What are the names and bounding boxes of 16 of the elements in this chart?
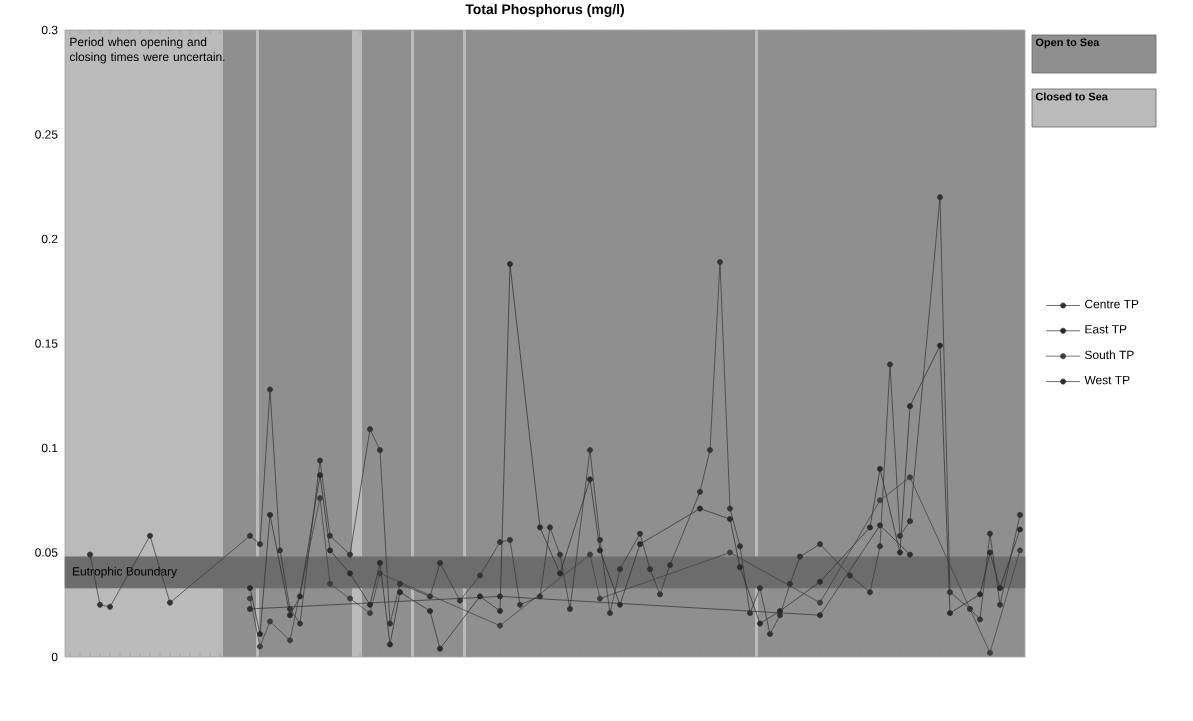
y-tick-label: 0.05 — [35, 548, 58, 557]
text: Closed to Sea — [1035, 92, 1108, 101]
legend-label: East TP — [1085, 325, 1127, 334]
band-label: Eutrophic Boundary — [73, 566, 178, 578]
y-tick-label: 0.15 — [35, 339, 58, 348]
y-tick-label: 0 — [51, 652, 58, 662]
annotation: Period when opening and closing times were uncertain. — [69, 37, 225, 64]
legend-label: Centre TP — [1085, 299, 1139, 309]
legend-label: West TP — [1084, 375, 1130, 385]
chart-title: Total Phosphorus (mg/l) — [465, 3, 624, 18]
y-tick-label: 0.2 — [41, 234, 58, 244]
legend-label: South TP — [1085, 350, 1134, 360]
y-tick-label: 0.1 — [41, 443, 58, 453]
text: Open to Sea — [1035, 38, 1100, 49]
y-tick-label: 0.25 — [35, 130, 58, 139]
y-tick-label: 0.3 — [41, 25, 58, 35]
